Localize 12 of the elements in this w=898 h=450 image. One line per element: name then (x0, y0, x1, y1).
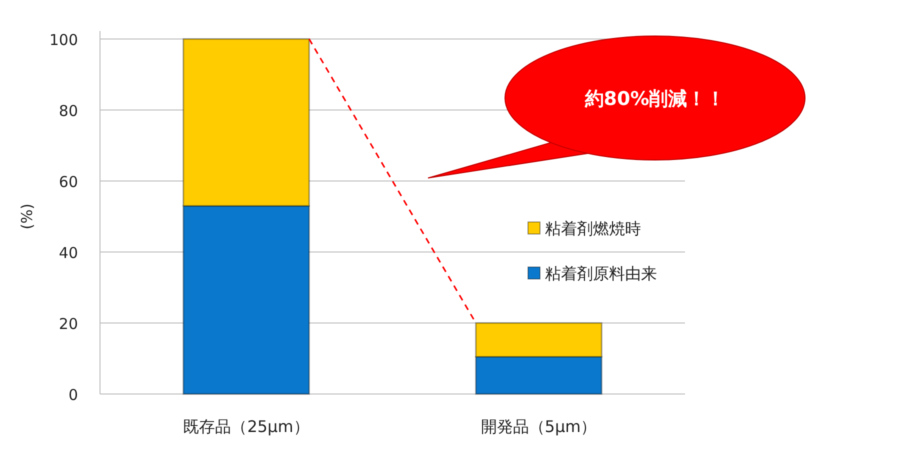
y-tick-label: 100 (49, 31, 78, 49)
y-tick-label: 80 (58, 102, 78, 120)
y-tick-label: 60 (58, 173, 78, 191)
x-tick-label: 既存品（25μm） (183, 417, 310, 436)
legend-label: 粘着剤燃焼時 (545, 219, 641, 238)
annotation: 約80%削減！！ (584, 88, 726, 110)
y-tick-label: 0 (68, 386, 78, 404)
legend-label: 粘着剤原料由来 (545, 264, 657, 283)
y-tick-label: 20 (58, 315, 78, 333)
y-tick-label: 40 (58, 244, 78, 262)
x-tick-label: 開発品（5μm） (480, 417, 597, 436)
y-axis-title: (%) (18, 204, 36, 230)
